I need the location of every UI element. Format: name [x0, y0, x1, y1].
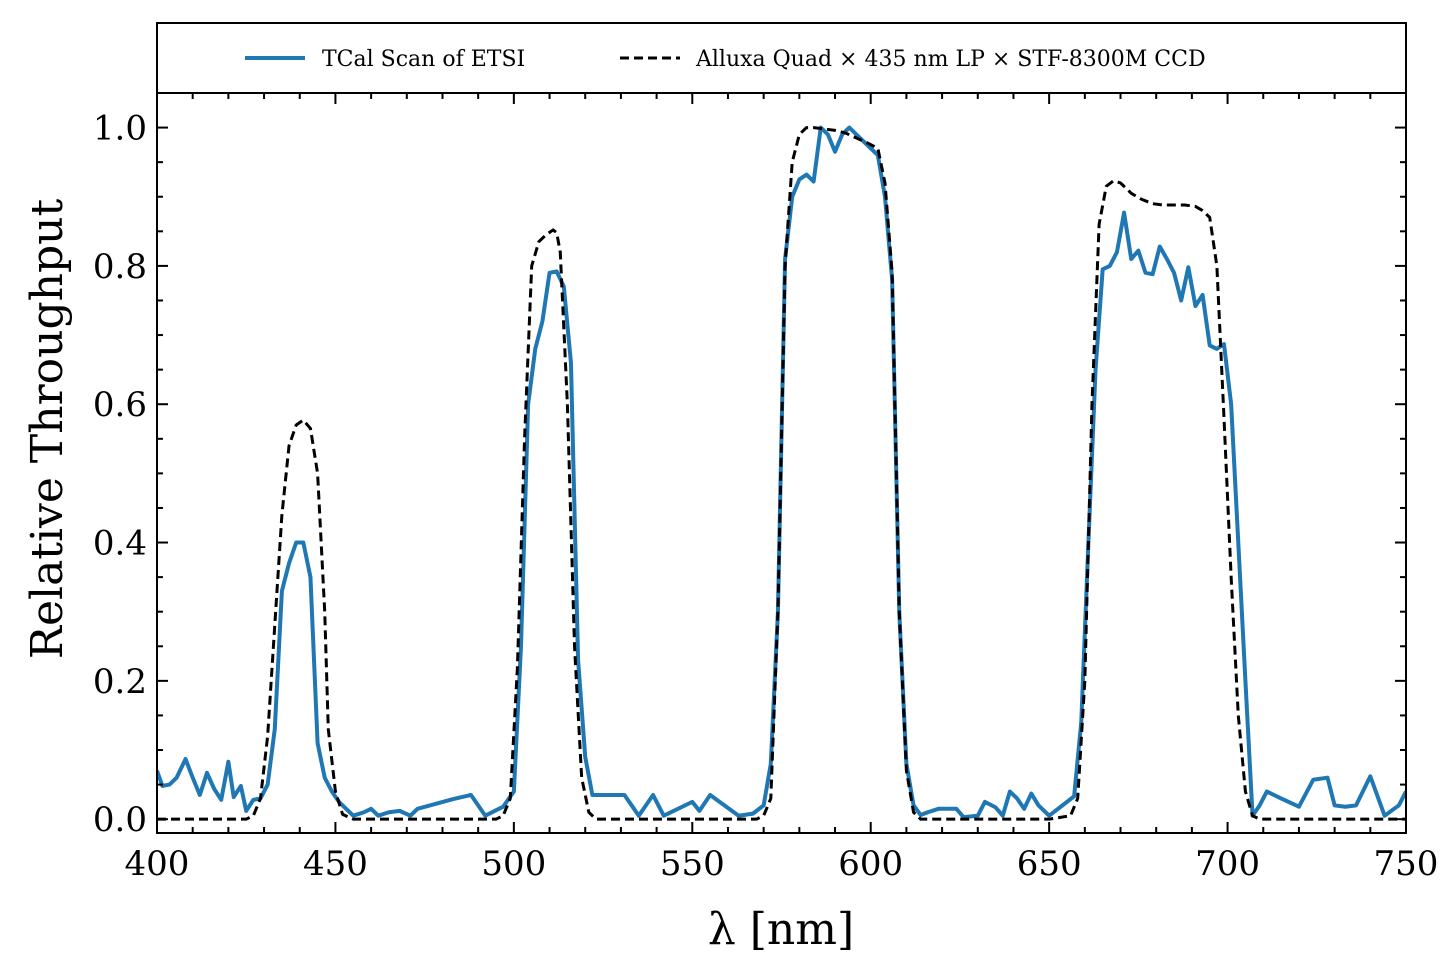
legend-box — [156, 22, 1407, 94]
x-tick-label: 550 — [660, 844, 725, 884]
plot-frame — [156, 92, 1407, 834]
series-line-alluxa — [157, 126, 1406, 821]
x-tick-label: 450 — [303, 844, 368, 884]
series-line-tcal — [157, 125, 1406, 820]
y-tick-label: 0.2 — [93, 662, 147, 702]
legend-label-alluxa: Alluxa Quad × 435 nm LP × STF-8300M CCD — [695, 47, 1206, 72]
y-tick-label: 1.0 — [93, 109, 147, 149]
legend: TCal Scan of ETSI Alluxa Quad × 435 nm L… — [156, 22, 1407, 94]
x-tick-label: 650 — [1017, 844, 1082, 884]
x-tick-label: 500 — [481, 844, 546, 884]
x-tick-label: 600 — [838, 844, 903, 884]
y-tick-label: 0.0 — [93, 800, 147, 840]
legend-label-tcal: TCal Scan of ETSI — [322, 47, 525, 72]
x-axis-label: λ [nm] — [708, 904, 854, 955]
x-tick-label: 400 — [125, 844, 190, 884]
y-tick-label: 0.6 — [93, 385, 147, 425]
y-tick-label: 0.8 — [93, 247, 147, 287]
y-tick-label: 0.4 — [93, 524, 147, 564]
x-tick-label: 750 — [1374, 844, 1439, 884]
y-axis-label: Relative Throughput — [22, 199, 73, 660]
x-tick-label: 700 — [1195, 844, 1260, 884]
